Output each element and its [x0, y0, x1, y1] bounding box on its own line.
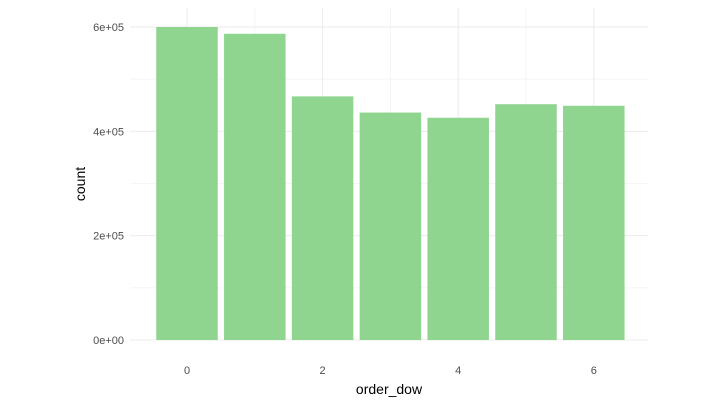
- y-axis-title: count: [72, 167, 88, 201]
- bar-5: [495, 104, 557, 340]
- x-tick-label: 4: [455, 365, 461, 377]
- y-tick-label: 4e+05: [93, 126, 124, 138]
- x-tick-label: 6: [591, 365, 597, 377]
- bar-3: [359, 112, 422, 340]
- bar-2: [291, 96, 354, 340]
- bar-0: [156, 27, 218, 340]
- x-axis-title: order_dow: [356, 381, 423, 397]
- bar-1: [224, 33, 286, 340]
- x-tick-label: 0: [184, 365, 190, 377]
- bar-4: [427, 117, 489, 341]
- y-tick-labels: 0e+00 2e+05 4e+05 6e+05: [93, 22, 124, 347]
- y-tick-label: 0e+00: [93, 335, 124, 347]
- bar-6: [563, 105, 625, 340]
- x-tick-label: 2: [320, 365, 326, 377]
- y-tick-label: 2e+05: [93, 231, 124, 243]
- y-tick-label: 6e+05: [93, 22, 124, 34]
- x-tick-labels: 0 2 4 6: [184, 365, 597, 377]
- bars: [156, 27, 625, 341]
